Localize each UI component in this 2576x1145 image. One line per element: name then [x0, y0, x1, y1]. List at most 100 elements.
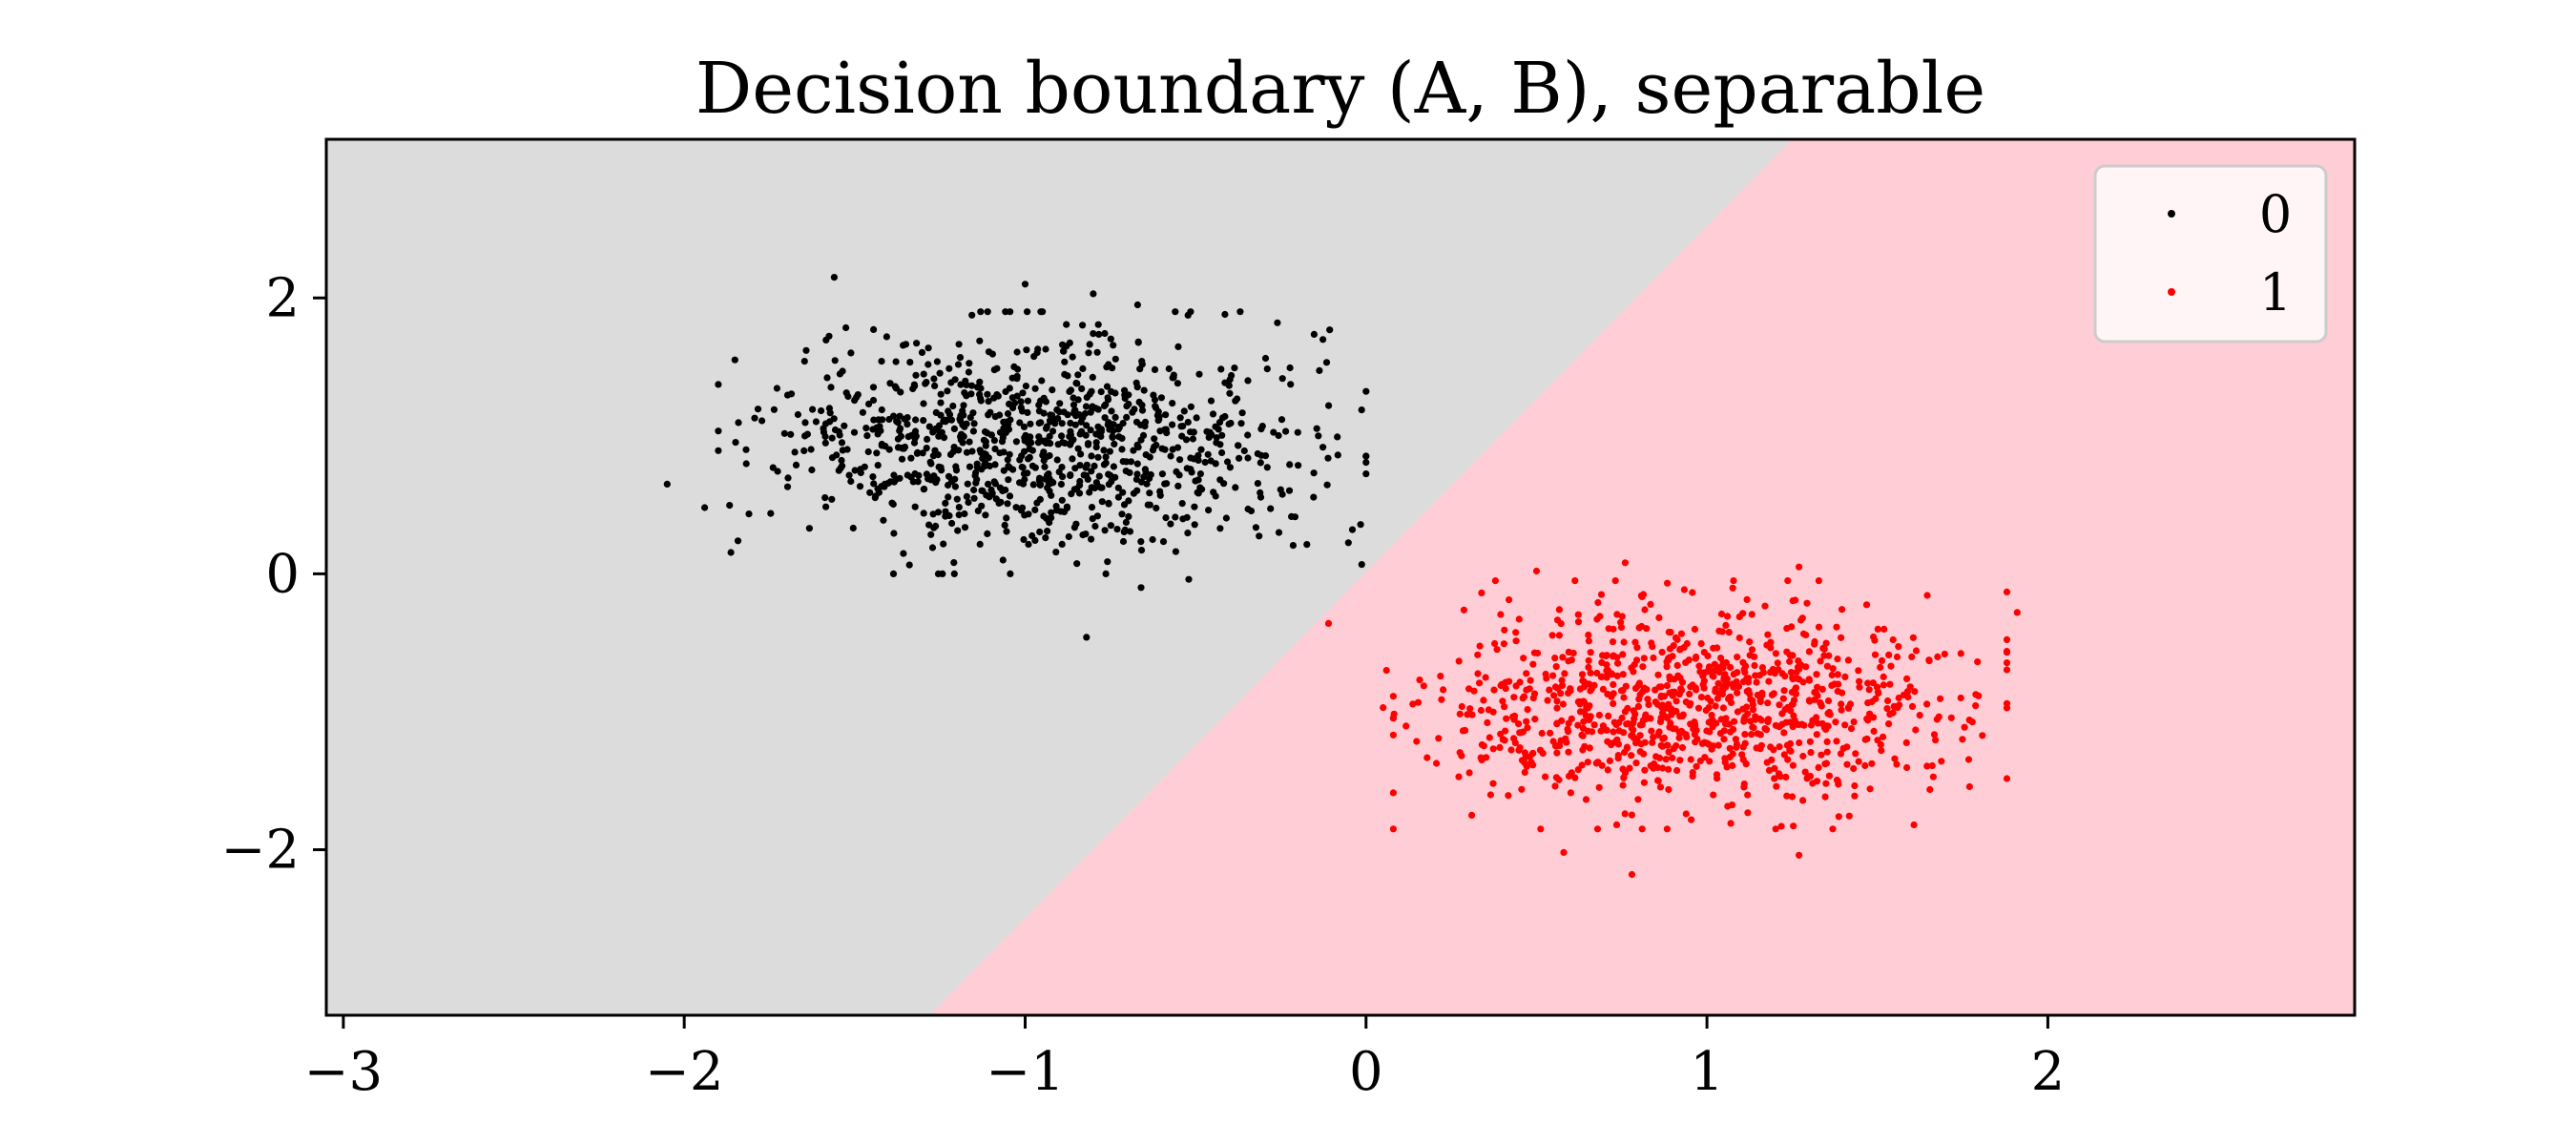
scatter-point-class-0	[1100, 447, 1108, 454]
scatter-point-class-0	[1058, 496, 1066, 504]
scatter-point-class-1	[1584, 759, 1591, 766]
scatter-point-class-0	[915, 471, 923, 479]
scatter-point-class-1	[1604, 766, 1611, 774]
scatter-point-class-0	[1316, 366, 1323, 374]
scatter-point-class-0	[1152, 403, 1159, 410]
scatter-point-class-1	[1841, 673, 1849, 681]
scatter-point-class-1	[1663, 825, 1671, 833]
scatter-point-class-1	[1604, 738, 1611, 745]
scatter-point-class-0	[1357, 521, 1364, 529]
scatter-point-class-0	[1197, 446, 1205, 453]
scatter-point-class-1	[1838, 706, 1845, 714]
scatter-point-class-0	[805, 525, 814, 532]
scatter-point-class-0	[874, 462, 882, 469]
scatter-point-class-0	[1157, 394, 1165, 402]
scatter-point-class-1	[1749, 700, 1756, 709]
scatter-point-class-0	[863, 432, 871, 440]
scatter-point-class-1	[1476, 679, 1484, 687]
scatter-point-class-1	[1538, 729, 1546, 738]
scatter-point-class-0	[1142, 451, 1150, 459]
scatter-point-class-1	[1560, 848, 1568, 857]
scatter-point-class-0	[1285, 487, 1294, 494]
scatter-point-class-1	[1599, 685, 1607, 694]
scatter-point-class-0	[890, 471, 898, 479]
scatter-point-class-1	[1669, 754, 1676, 761]
scatter-point-class-1	[1928, 761, 1936, 770]
scatter-point-class-1	[1767, 669, 1775, 677]
scatter-point-class-1	[1887, 662, 1895, 670]
scatter-point-class-1	[1562, 735, 1569, 742]
scatter-point-class-1	[1829, 825, 1837, 833]
scatter-point-class-1	[1567, 685, 1574, 693]
scatter-point-class-1	[1468, 811, 1476, 820]
scatter-point-class-0	[1077, 418, 1085, 426]
scatter-point-class-1	[1650, 734, 1657, 741]
scatter-point-class-0	[1096, 431, 1104, 439]
scatter-point-class-0	[1088, 484, 1095, 491]
scatter-point-class-0	[878, 406, 885, 414]
scatter-point-class-0	[891, 383, 899, 390]
scatter-point-class-1	[1559, 700, 1567, 708]
scatter-point-class-0	[1146, 501, 1153, 509]
scatter-point-class-0	[932, 522, 940, 531]
scatter-point-class-0	[1084, 441, 1092, 448]
scatter-point-class-1	[1470, 687, 1478, 695]
scatter-point-class-1	[1664, 655, 1672, 662]
scatter-point-class-0	[1074, 371, 1082, 379]
scatter-point-class-0	[1137, 547, 1146, 554]
scatter-point-class-0	[1133, 384, 1141, 391]
scatter-point-class-1	[1705, 718, 1713, 726]
scatter-point-class-0	[927, 531, 935, 538]
scatter-point-class-1	[2003, 775, 2011, 782]
scatter-point-class-1	[1592, 760, 1600, 767]
scatter-point-class-1	[1780, 729, 1788, 737]
scatter-point-class-0	[1261, 452, 1270, 460]
scatter-point-class-0	[894, 435, 903, 443]
scatter-point-class-0	[914, 478, 922, 486]
scatter-point-class-0	[1133, 301, 1141, 309]
scatter-point-class-1	[1676, 757, 1684, 764]
legend-label-class-0: 0	[2259, 184, 2292, 244]
scatter-point-class-0	[951, 483, 960, 490]
scatter-point-class-0	[849, 524, 857, 532]
scatter-point-class-1	[1489, 780, 1497, 787]
scatter-point-class-0	[1252, 524, 1259, 531]
scatter-point-class-0	[821, 432, 829, 441]
scatter-point-class-1	[1724, 802, 1732, 810]
scatter-point-class-1	[1633, 644, 1641, 652]
scatter-point-class-0	[1017, 404, 1025, 411]
scatter-point-class-1	[1613, 672, 1621, 680]
scatter-point-class-1	[1515, 720, 1523, 728]
scatter-point-class-0	[1123, 413, 1131, 421]
scatter-point-class-1	[1740, 666, 1748, 674]
scatter-point-class-0	[1195, 456, 1202, 464]
scatter-point-class-1	[1782, 773, 1790, 781]
scatter-point-class-1	[1732, 736, 1739, 743]
x-tick-label: 0	[1349, 1041, 1383, 1103]
scatter-point-class-0	[1088, 535, 1095, 543]
scatter-point-class-0	[1213, 439, 1220, 447]
scatter-point-class-1	[1574, 721, 1582, 729]
scatter-point-class-1	[1817, 698, 1824, 707]
scatter-point-class-1	[1751, 653, 1758, 660]
scatter-point-class-0	[1216, 525, 1224, 532]
scatter-point-class-1	[1895, 694, 1902, 702]
scatter-point-class-0	[997, 498, 1005, 506]
scatter-point-class-0	[869, 384, 878, 391]
scatter-point-class-1	[1499, 697, 1506, 705]
scatter-point-class-0	[988, 350, 996, 358]
scatter-point-class-1	[1912, 647, 1921, 655]
scatter-point-class-1	[1895, 643, 1902, 651]
scatter-point-class-0	[715, 427, 722, 435]
scatter-point-class-0	[758, 417, 766, 425]
scatter-point-class-0	[1244, 377, 1252, 385]
scatter-point-class-0	[1002, 387, 1009, 396]
scatter-point-class-0	[1091, 522, 1099, 531]
scatter-point-class-0	[965, 498, 972, 507]
scatter-point-class-1	[1618, 613, 1626, 620]
scatter-point-class-1	[1615, 727, 1623, 735]
scatter-point-class-1	[1634, 682, 1642, 690]
scatter-point-class-0	[1138, 406, 1147, 414]
scatter-point-class-1	[1740, 716, 1748, 723]
scatter-point-class-1	[1752, 713, 1759, 720]
